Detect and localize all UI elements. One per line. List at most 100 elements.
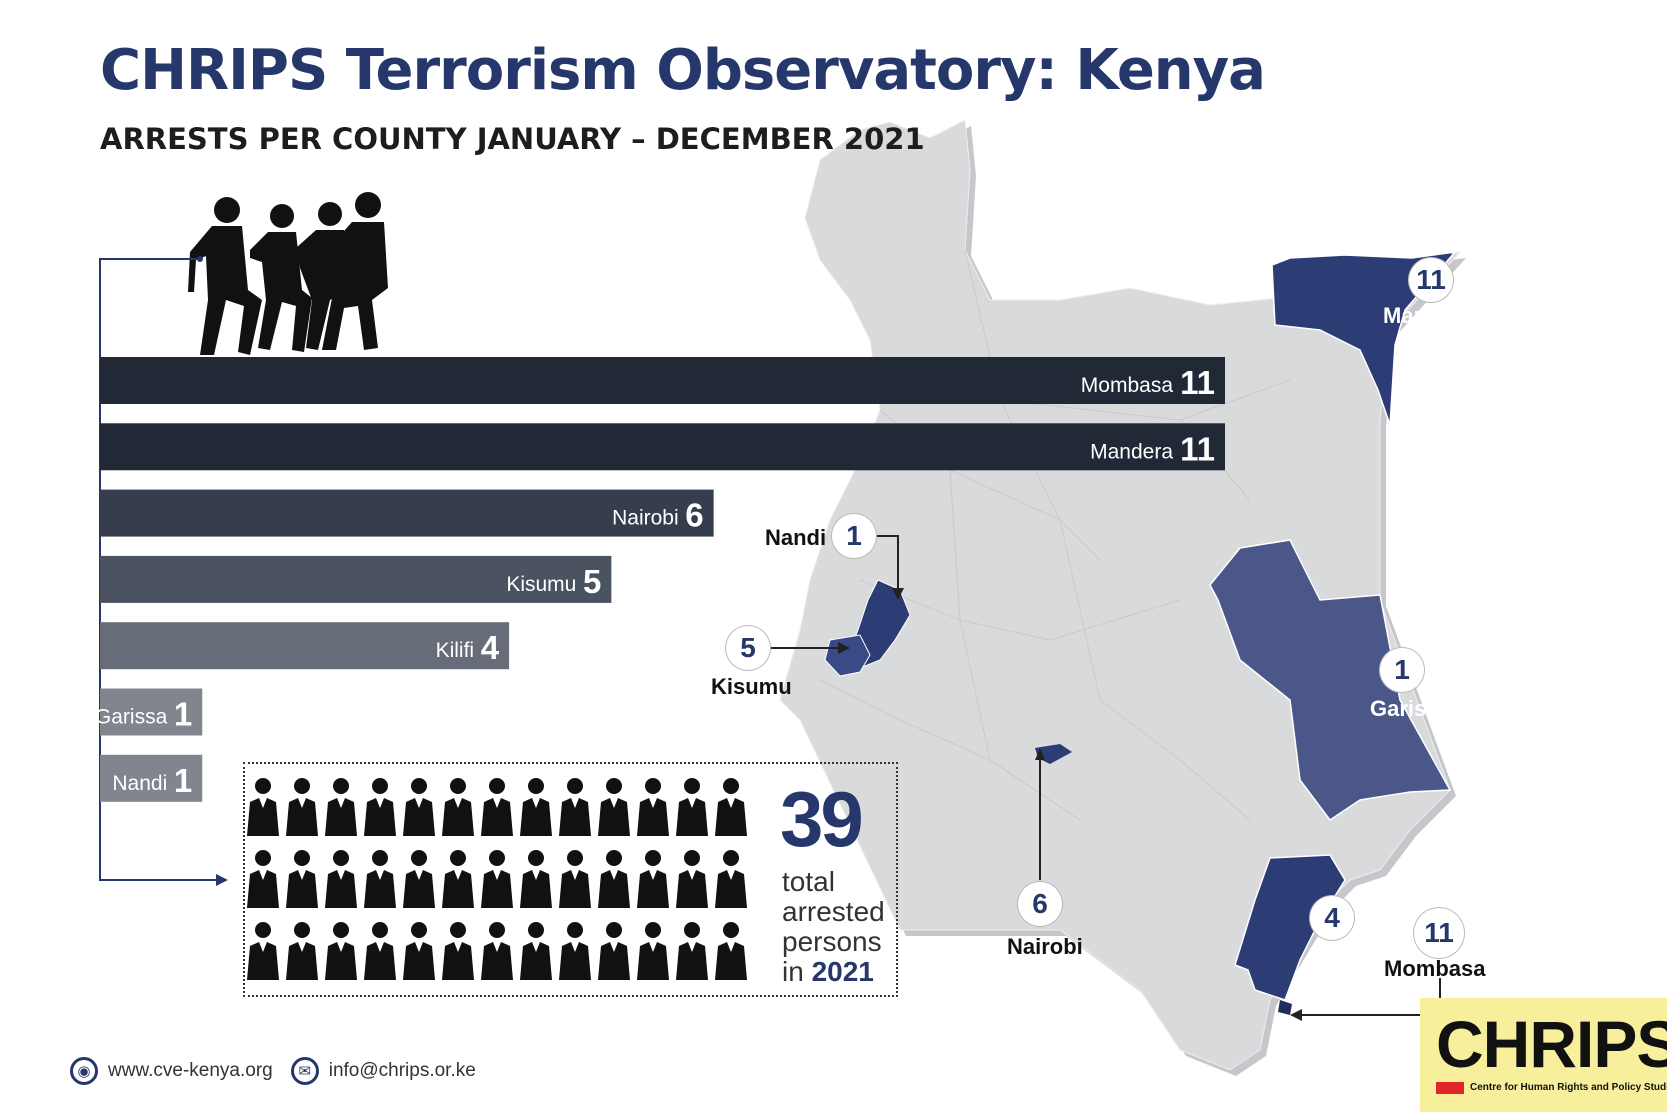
globe-icon: ◉ <box>70 1057 98 1085</box>
person-icon <box>325 778 357 836</box>
person-icon <box>481 778 513 836</box>
person-icon <box>559 922 591 980</box>
bar-value-nandi: 1 <box>174 762 192 799</box>
bar-label-nandi: Nandi <box>112 772 167 795</box>
bar-value-kisumu: 5 <box>583 563 601 600</box>
garissa-county <box>1209 539 1452 822</box>
garissa-badge: 1 <box>1380 648 1424 692</box>
total-line-4: in 2021 <box>782 958 874 986</box>
bracket-arrowhead <box>216 874 228 886</box>
person-icon <box>481 922 513 980</box>
mandera-badge: 11 <box>1409 258 1453 302</box>
chrips-logo: CHRIPS Centre for Human Rights and Polic… <box>1420 998 1667 1112</box>
bar-kilifi <box>100 622 510 670</box>
bar-value-kilifi: 4 <box>481 629 500 666</box>
person-icon <box>247 778 279 836</box>
kisumu-label: Kisumu <box>711 674 792 699</box>
mombasa-badge: 11 <box>1414 908 1464 958</box>
kilifi-label: Kilifi <box>1312 944 1356 966</box>
person-icon <box>442 922 474 980</box>
bar-nandi <box>100 754 203 802</box>
person-icon <box>364 850 396 908</box>
people-pictogram <box>247 778 747 980</box>
bar-value-mandera: 11 <box>1180 430 1215 467</box>
person-icon <box>442 778 474 836</box>
person-icon <box>247 922 279 980</box>
nairobi-label: Nairobi <box>1007 934 1083 959</box>
kisumu-badge: 5 <box>726 626 770 670</box>
person-icon <box>676 850 708 908</box>
person-icon <box>715 922 747 980</box>
bar-label-garissa: Garissa <box>95 706 168 729</box>
email-link[interactable]: info@chrips.or.ke <box>328 1060 476 1081</box>
person-icon <box>364 922 396 980</box>
person-icon <box>637 778 669 836</box>
person-icon <box>286 778 318 836</box>
bar-value-mombasa: 11 <box>1180 364 1215 401</box>
bar-label-nairobi: Nairobi <box>612 507 679 530</box>
person-icon <box>286 922 318 980</box>
person-icon <box>559 778 591 836</box>
person-icon <box>442 850 474 908</box>
bar-garissa <box>100 688 203 736</box>
bar-nairobi <box>100 489 714 537</box>
total-number: 39 <box>780 775 864 863</box>
total-year: 2021 <box>811 956 874 987</box>
person-icon <box>637 922 669 980</box>
person-icon <box>715 778 747 836</box>
garissa-label: Garissa <box>1370 696 1451 721</box>
bar-mombasa <box>100 357 1225 404</box>
footer: ◉ www.cve-kenya.org ✉ info@chrips.or.ke <box>70 1054 476 1088</box>
bar-series: 11Mombasa11Mandera6Nairobi5Kisumu4Kilifi… <box>95 357 1225 802</box>
total-line-1: total <box>782 866 835 897</box>
person-icon <box>520 850 552 908</box>
total-line-4-prefix: in <box>782 956 804 987</box>
page-title: CHRIPS Terrorism Observatory: Kenya <box>100 38 1266 103</box>
person-icon <box>598 850 630 908</box>
kilifi-county <box>1234 854 1346 1001</box>
mail-icon: ✉ <box>290 1057 319 1085</box>
person-icon <box>325 922 357 980</box>
website-link[interactable]: www.cve-kenya.org <box>108 1060 273 1081</box>
person-icon <box>403 778 435 836</box>
total-box <box>243 762 898 997</box>
kisumu-county <box>824 634 871 677</box>
person-icon <box>676 778 708 836</box>
bar-label-kisumu: Kisumu <box>506 573 576 596</box>
person-icon <box>286 850 318 908</box>
person-icon <box>598 778 630 836</box>
total-line-2: arrested <box>782 896 885 927</box>
person-icon <box>559 850 591 908</box>
person-icon <box>403 850 435 908</box>
nandi-badge: 1 <box>832 514 876 558</box>
bar-kisumu <box>100 555 612 603</box>
nairobi-badge: 6 <box>1018 882 1062 926</box>
mandera-label: Mandera <box>1383 303 1474 328</box>
map-arrowheads <box>838 588 1302 1021</box>
county-borders <box>819 249 1291 821</box>
bracket-dot <box>197 256 203 262</box>
person-icon <box>325 850 357 908</box>
total-line-3: persons <box>782 926 882 957</box>
person-icon <box>637 850 669 908</box>
page-subtitle: ARRESTS PER COUNTY JANUARY – DECEMBER 20… <box>100 122 925 156</box>
person-icon <box>598 922 630 980</box>
person-icon <box>364 778 396 836</box>
logo-tagline: Centre for Human Rights and Policy Studi… <box>1470 1082 1667 1093</box>
person-icon <box>403 922 435 980</box>
bar-label-kilifi: Kilifi <box>436 639 475 662</box>
person-icon <box>676 922 708 980</box>
person-icon <box>520 778 552 836</box>
bar-value-garissa: 1 <box>174 696 192 733</box>
person-icon <box>520 922 552 980</box>
mombasa-county <box>1278 1000 1292 1015</box>
police-arrest-illustration <box>188 192 388 355</box>
kilifi-badge: 4 <box>1310 896 1354 940</box>
logo-name: CHRIPS <box>1436 1007 1667 1081</box>
person-icon <box>247 850 279 908</box>
bar-mandera <box>100 423 1225 471</box>
person-icon <box>481 850 513 908</box>
bar-label-mombasa: Mombasa <box>1081 374 1174 397</box>
bar-label-mandera: Mandera <box>1090 440 1173 463</box>
